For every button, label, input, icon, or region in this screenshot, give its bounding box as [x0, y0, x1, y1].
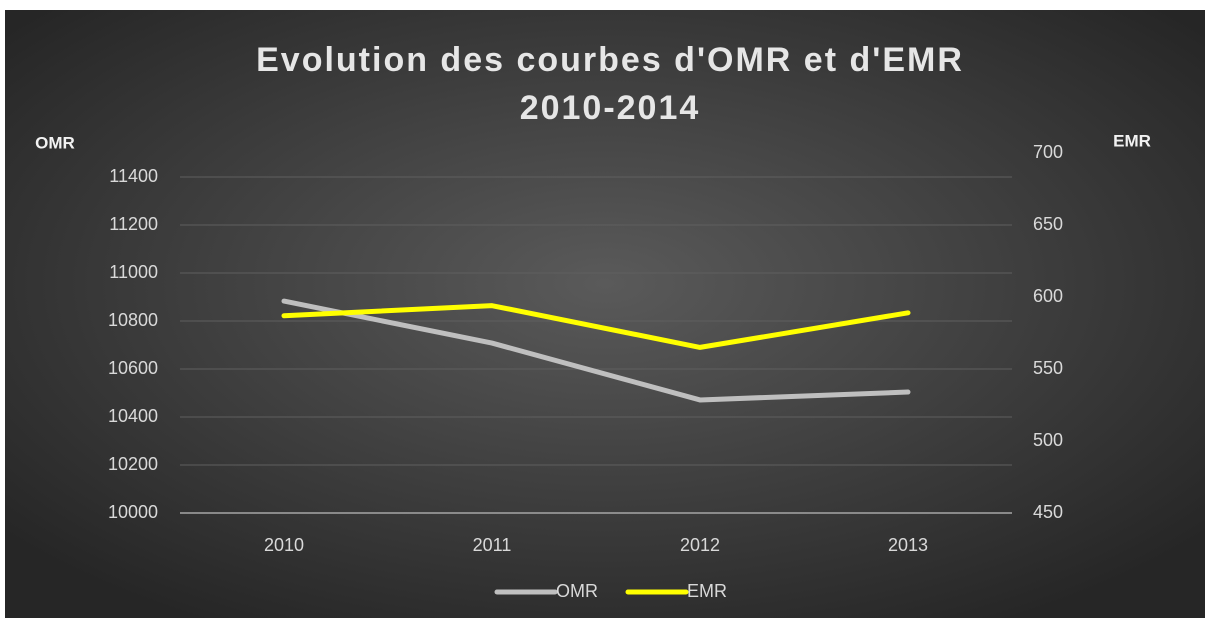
y2-tick-label: 600 [1033, 286, 1063, 306]
y2-axis-label: EMR [1113, 131, 1151, 150]
chart-title: Evolution des courbes d'OMR et d'EMR [256, 41, 964, 79]
x-tick-label: 2013 [888, 535, 928, 555]
y-tick-label: 11400 [109, 166, 158, 186]
chart-background [5, 10, 1205, 618]
y2-tick-label: 700 [1033, 142, 1063, 162]
y-axis-label: OMR [35, 133, 75, 152]
legend-label: OMR [556, 581, 598, 601]
x-tick-label: 2011 [473, 535, 512, 555]
y-tick-label: 10600 [108, 358, 158, 378]
y-tick-label: 11000 [109, 262, 158, 282]
chart-title: 2010-2014 [520, 89, 701, 127]
legend-label: EMR [687, 581, 727, 601]
y2-tick-label: 650 [1033, 214, 1063, 234]
y2-tick-label: 500 [1033, 430, 1063, 450]
y-tick-label: 10200 [108, 454, 158, 474]
y2-tick-label: 450 [1033, 502, 1063, 522]
series-line [281, 298, 911, 403]
x-tick-label: 2012 [680, 535, 720, 555]
series-line [281, 303, 911, 350]
x-tick-label: 2010 [264, 535, 304, 555]
y2-tick-label: 550 [1033, 358, 1063, 378]
y-tick-label: 10800 [108, 310, 158, 330]
y-tick-label: 11200 [109, 214, 158, 234]
y-tick-label: 10400 [108, 406, 158, 426]
y-tick-label: 10000 [108, 502, 158, 522]
